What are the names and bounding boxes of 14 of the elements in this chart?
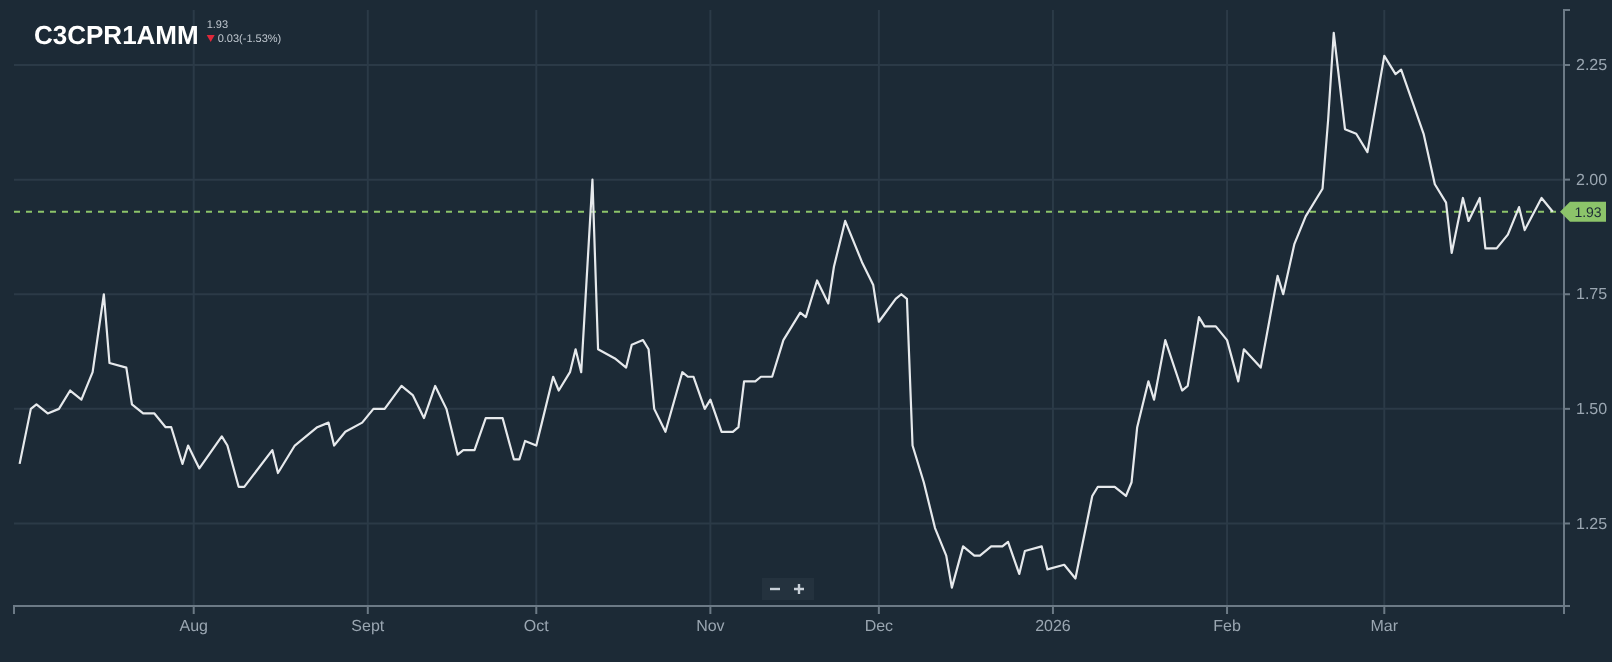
y-tick-label: 2.00 (1576, 170, 1609, 189)
x-tick-label: Sept (351, 617, 386, 636)
y-tick-label: 1.75 (1576, 285, 1609, 304)
x-tick-label: Oct (523, 617, 551, 636)
y-tick-label: 1.25 (1576, 514, 1609, 533)
x-tick-label: Aug (179, 617, 208, 636)
x-tick-label: Nov (696, 617, 725, 636)
x-tick-label: Feb (1213, 617, 1242, 636)
chart-title: C3CPR1AMM (34, 20, 199, 50)
y-tick-label: 1.50 (1576, 399, 1609, 418)
x-tick-label: Dec (864, 617, 894, 636)
x-tick-label: Mar (1370, 617, 1399, 636)
y-tick-label: 2.25 (1576, 56, 1609, 75)
x-tick-label: 2026 (1035, 617, 1072, 636)
